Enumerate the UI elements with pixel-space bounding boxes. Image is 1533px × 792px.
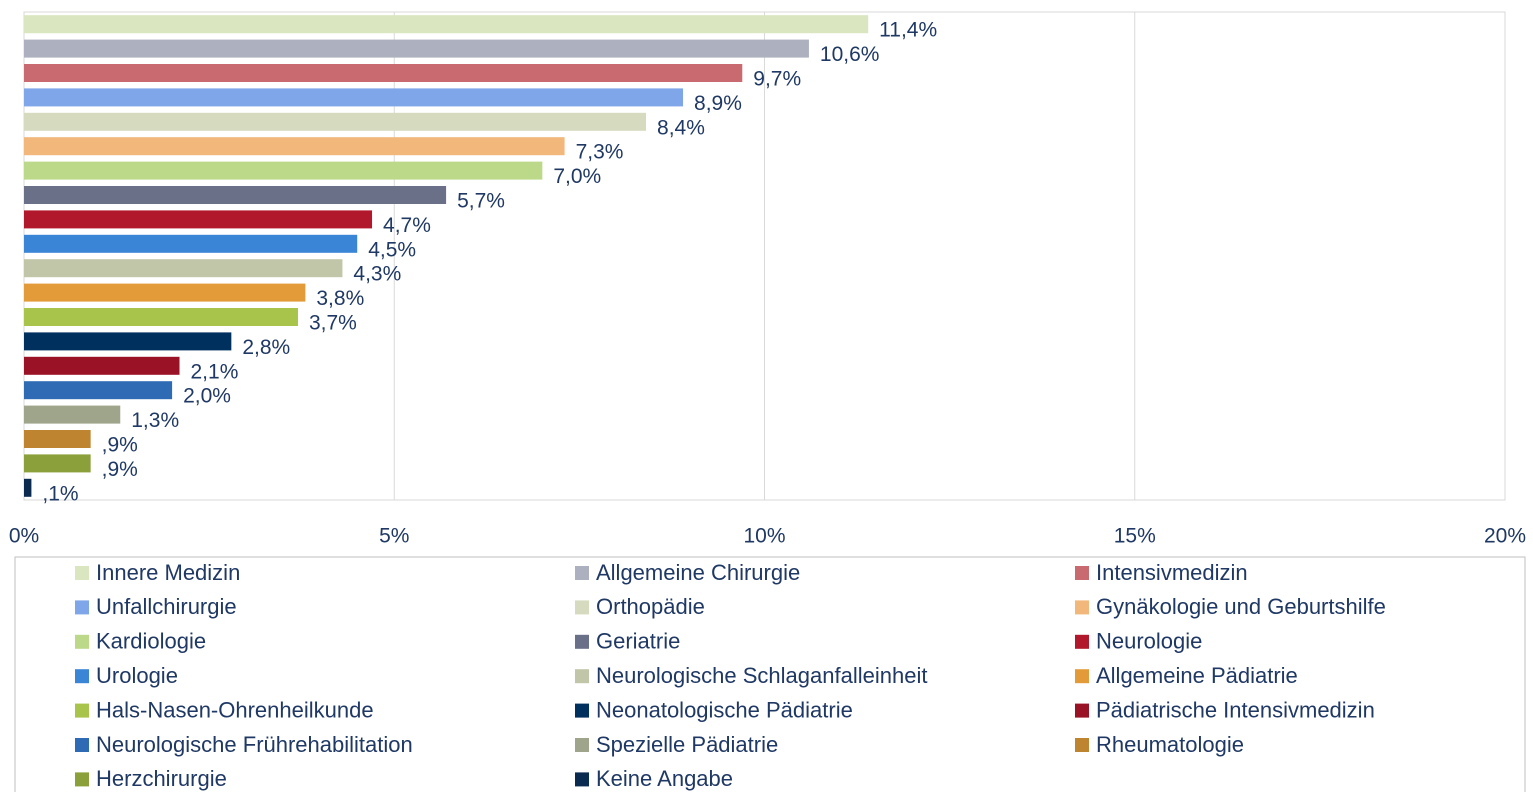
value-label: 10,6% <box>820 43 880 66</box>
bar <box>24 454 91 473</box>
x-tick-label: 5% <box>379 525 409 548</box>
legend-swatch <box>1075 738 1089 752</box>
legend-label: Orthopädie <box>596 594 705 619</box>
legend-swatch <box>75 566 89 580</box>
bar <box>24 381 173 400</box>
value-label: 2,8% <box>242 336 290 359</box>
value-label: ,1% <box>42 482 78 505</box>
legend-label: Rheumatologie <box>1096 732 1244 757</box>
bar <box>24 430 91 448</box>
bar <box>24 39 809 58</box>
legend-label: Allgemeine Pädiatrie <box>1096 663 1298 688</box>
value-label: 7,0% <box>553 165 601 188</box>
bar <box>24 112 647 131</box>
value-label: ,9% <box>102 434 138 457</box>
legend-swatch <box>575 600 589 615</box>
legend-label: Neurologische Frührehabilitation <box>96 732 413 757</box>
legend-swatch <box>575 738 589 752</box>
legend-swatch <box>575 566 589 580</box>
legend-label: Neonatologische Pädiatrie <box>596 697 853 722</box>
legend-swatch <box>1075 634 1089 649</box>
legend-box <box>14 556 1526 792</box>
legend-swatch <box>75 634 89 649</box>
value-label: 8,9% <box>694 92 742 115</box>
legend-label: Intensivmedizin <box>1096 560 1248 585</box>
x-tick-label: 0% <box>9 525 39 548</box>
value-label: 11,4% <box>879 19 937 42</box>
legend-swatch <box>75 669 89 684</box>
legend-label: Neurologische Schlaganfalleinheit <box>596 663 927 688</box>
legend-label: Gynäkologie und Geburtshilfe <box>1096 594 1386 619</box>
value-label: 7,3% <box>576 141 624 164</box>
legend-label: Urologie <box>96 663 178 688</box>
bar <box>24 308 298 326</box>
bar <box>24 161 543 180</box>
legend-swatch <box>75 738 89 752</box>
x-tick-label: 10% <box>743 525 785 548</box>
value-label: 1,3% <box>131 409 179 432</box>
value-label: 4,5% <box>368 238 416 261</box>
legend-swatch <box>1075 566 1089 580</box>
bar <box>24 283 306 302</box>
bar <box>24 88 684 107</box>
legend-swatch <box>75 600 89 615</box>
legend-swatch <box>1075 600 1089 615</box>
legend-swatch <box>575 772 589 787</box>
legend-label: Geriatrie <box>596 629 680 654</box>
bar <box>24 478 32 497</box>
bar <box>24 64 743 82</box>
legend-swatch <box>575 669 589 684</box>
legend-swatch <box>75 703 89 718</box>
bar <box>24 234 358 253</box>
legend-label: Keine Angabe <box>596 766 733 791</box>
legend-label: Neurologie <box>1096 629 1202 654</box>
legend-swatch <box>75 772 89 787</box>
bar <box>24 356 180 375</box>
value-label: 5,7% <box>457 190 505 213</box>
value-label: 2,1% <box>191 360 239 383</box>
legend-label: Unfallchirurgie <box>96 594 237 619</box>
value-label: 4,3% <box>353 263 401 286</box>
bar <box>24 405 121 424</box>
value-label: 8,4% <box>657 116 705 139</box>
legend-label: Innere Medizin <box>96 560 240 585</box>
value-label: 9,7% <box>753 68 801 91</box>
bar <box>24 137 565 156</box>
value-label: 3,7% <box>309 312 357 335</box>
value-label: ,9% <box>102 458 138 481</box>
legend-label: Allgemeine Chirurgie <box>596 560 800 585</box>
value-label: 2,0% <box>183 385 231 408</box>
bar <box>24 15 869 34</box>
bar <box>24 210 373 229</box>
legend-swatch <box>575 703 589 718</box>
value-label: 3,8% <box>316 287 364 310</box>
x-tick-label: 20% <box>1484 525 1526 548</box>
legend-swatch <box>1075 703 1089 718</box>
bar <box>24 332 232 351</box>
legend-label: Spezielle Pädiatrie <box>596 732 778 757</box>
bar <box>24 259 343 278</box>
legend-label: Hals-Nasen-Ohrenheilkunde <box>96 697 374 722</box>
legend-swatch <box>1075 669 1089 684</box>
x-tick-label: 15% <box>1114 525 1156 548</box>
legend-label: Herzchirurgie <box>96 766 227 791</box>
legend-label: Pädiatrische Intensivmedizin <box>1096 697 1375 722</box>
bar <box>24 186 447 204</box>
legend-label: Kardiologie <box>96 629 206 654</box>
legend-swatch <box>575 634 589 649</box>
value-label: 4,7% <box>383 214 431 237</box>
